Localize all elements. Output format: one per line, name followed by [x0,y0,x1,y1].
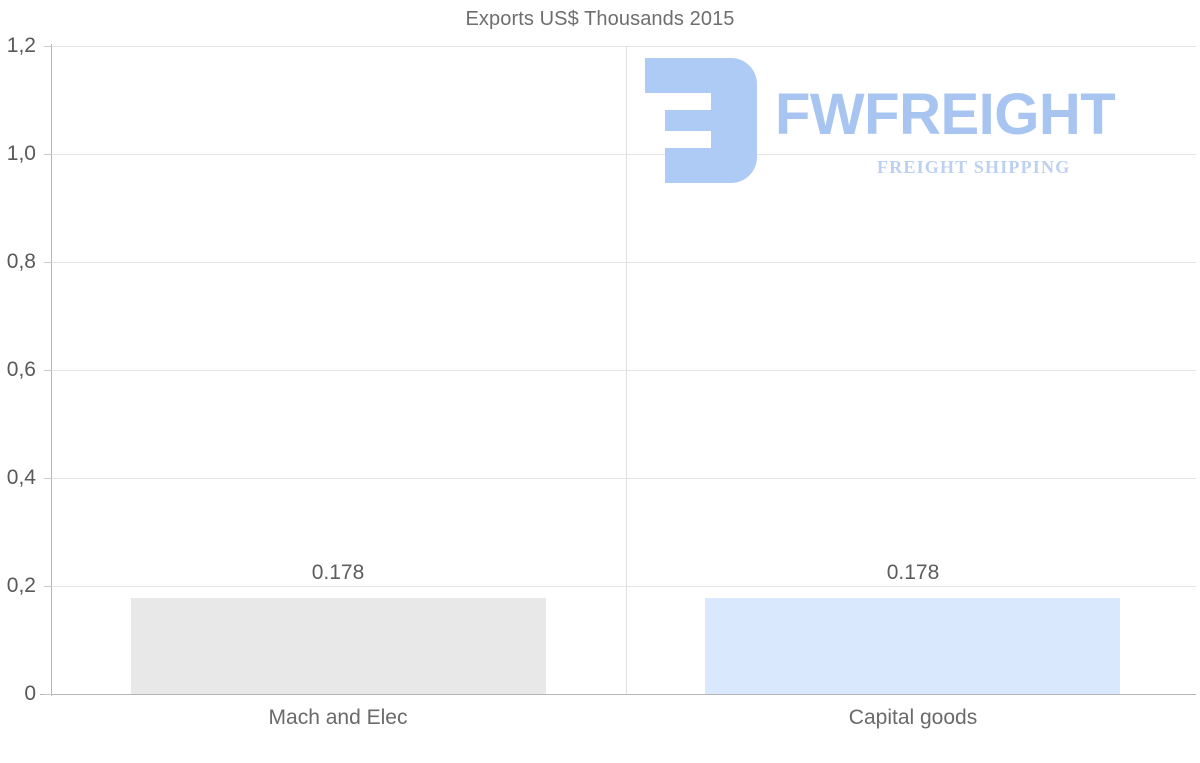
x-axis-line [40,694,1196,695]
y-axis-tick-mark [44,154,52,155]
y-axis-tick-mark [44,46,52,47]
gridline [51,262,1196,263]
y-axis-tick-label: 0,8 [6,250,36,273]
x-axis-category-label: Capital goods [848,706,978,729]
category-separator-gridline [626,46,627,694]
y-axis-tick-label: 0,2 [6,574,36,597]
y-axis-tick-mark [44,586,52,587]
y-axis-tick-label: 1,2 [6,34,36,57]
plot-area [51,46,1196,695]
y-axis-tick-mark [44,478,52,479]
y-axis-tick-label: 0,6 [6,358,36,381]
y-axis-tick-label: 0,4 [6,466,36,489]
bar[interactable] [705,597,1120,694]
x-axis-category-label: Mach and Elec [268,706,408,729]
gridline [51,370,1196,371]
bar-value-label: 0.178 [886,560,940,584]
y-axis-tick-mark [44,262,52,263]
bar-value-label: 0.178 [311,560,365,584]
y-axis-tick-mark [44,370,52,371]
y-axis-tick-mark [44,694,52,695]
y-axis-tick-label: 1,0 [6,142,36,165]
gridline [51,586,1196,587]
gridline [51,478,1196,479]
chart-title: Exports US$ Thousands 2015 [465,8,735,30]
bar[interactable] [131,597,546,694]
gridline [51,46,1196,47]
gridline [51,154,1196,155]
y-axis-tick-label: 0 [24,682,36,705]
